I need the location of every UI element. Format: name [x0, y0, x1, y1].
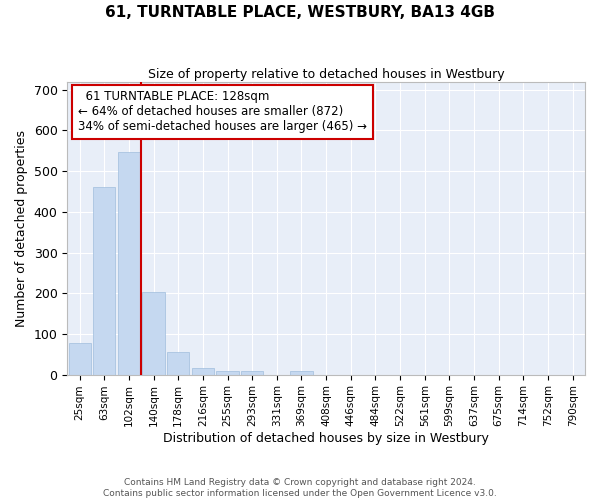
Bar	[290, 372, 313, 374]
Text: 61 TURNTABLE PLACE: 128sqm
← 64% of detached houses are smaller (872)
34% of sem: 61 TURNTABLE PLACE: 128sqm ← 64% of deta…	[77, 90, 367, 134]
Bar	[192, 368, 214, 374]
Bar	[167, 352, 190, 374]
Y-axis label: Number of detached properties: Number of detached properties	[15, 130, 28, 326]
X-axis label: Distribution of detached houses by size in Westbury: Distribution of detached houses by size …	[163, 432, 489, 445]
Bar	[93, 187, 115, 374]
Bar	[241, 371, 263, 374]
Bar	[118, 152, 140, 374]
Text: 61, TURNTABLE PLACE, WESTBURY, BA13 4GB: 61, TURNTABLE PLACE, WESTBURY, BA13 4GB	[105, 5, 495, 20]
Bar	[68, 343, 91, 374]
Title: Size of property relative to detached houses in Westbury: Size of property relative to detached ho…	[148, 68, 505, 80]
Text: Contains HM Land Registry data © Crown copyright and database right 2024.
Contai: Contains HM Land Registry data © Crown c…	[103, 478, 497, 498]
Bar	[142, 292, 164, 374]
Bar	[217, 371, 239, 374]
